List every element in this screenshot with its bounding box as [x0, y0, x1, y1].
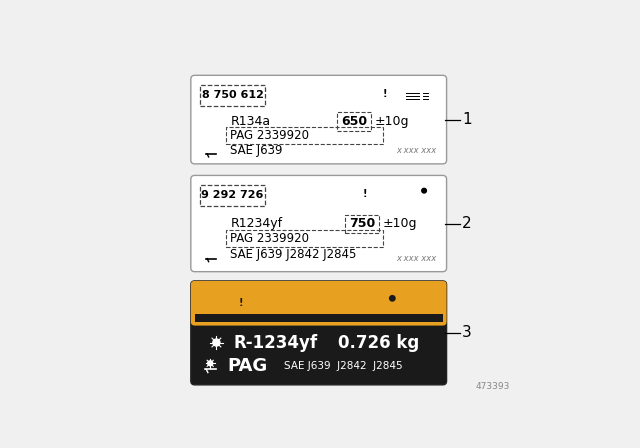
Polygon shape: [204, 356, 217, 370]
Polygon shape: [388, 301, 396, 308]
FancyBboxPatch shape: [394, 302, 397, 306]
Text: PAG: PAG: [227, 357, 268, 375]
Text: 1: 1: [462, 112, 472, 127]
Polygon shape: [205, 246, 217, 258]
Text: R-1234yf: R-1234yf: [234, 333, 317, 352]
FancyBboxPatch shape: [191, 75, 447, 164]
FancyBboxPatch shape: [191, 281, 447, 385]
Text: !: !: [363, 189, 367, 199]
FancyBboxPatch shape: [426, 194, 429, 198]
Text: 473393: 473393: [476, 382, 510, 391]
Circle shape: [208, 361, 212, 366]
Text: 9 292 726: 9 292 726: [202, 190, 264, 200]
Text: !: !: [239, 298, 243, 308]
Polygon shape: [208, 215, 225, 233]
Polygon shape: [421, 193, 428, 199]
Text: !: !: [382, 89, 387, 99]
Text: 650: 650: [341, 115, 367, 128]
Polygon shape: [388, 185, 402, 205]
Text: 2: 2: [462, 216, 472, 231]
Text: ±10g: ±10g: [382, 217, 417, 230]
Text: ±10g: ±10g: [374, 115, 409, 128]
Text: x xxx xxx: x xxx xxx: [396, 254, 436, 263]
Circle shape: [213, 119, 220, 125]
Circle shape: [390, 296, 395, 301]
Polygon shape: [208, 113, 225, 130]
Polygon shape: [310, 291, 328, 316]
Text: PAG 2339920: PAG 2339920: [230, 129, 309, 142]
Text: SAE J639  J2842  J2845: SAE J639 J2842 J2845: [284, 361, 403, 370]
FancyBboxPatch shape: [191, 281, 447, 326]
Circle shape: [209, 250, 213, 254]
Text: 0.726 kg: 0.726 kg: [338, 333, 419, 352]
Text: x xxx xxx: x xxx xxx: [396, 146, 436, 155]
Circle shape: [213, 221, 220, 227]
Text: 750: 750: [349, 217, 375, 230]
Circle shape: [213, 339, 220, 346]
FancyBboxPatch shape: [191, 176, 447, 271]
Text: 3: 3: [462, 325, 472, 340]
Text: SAE J639 J2842 J2845: SAE J639 J2842 J2845: [230, 248, 356, 261]
Text: SAE J639: SAE J639: [230, 143, 283, 156]
Polygon shape: [205, 142, 217, 154]
Text: PAG 2339920: PAG 2339920: [230, 232, 309, 245]
Text: R134a: R134a: [230, 115, 271, 128]
Text: R1234yf: R1234yf: [230, 217, 282, 230]
Polygon shape: [206, 332, 227, 353]
Bar: [195, 285, 443, 322]
Circle shape: [422, 188, 426, 193]
Circle shape: [209, 146, 213, 150]
Text: 8 750 612: 8 750 612: [202, 90, 264, 100]
Bar: [195, 314, 443, 322]
